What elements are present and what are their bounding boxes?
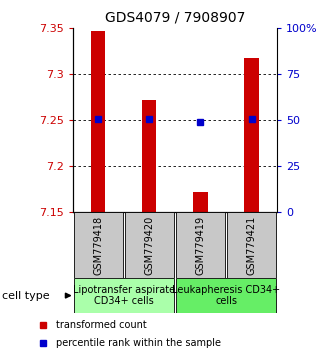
Text: percentile rank within the sample: percentile rank within the sample — [56, 338, 221, 348]
Bar — [74, 212, 123, 278]
Bar — [176, 278, 276, 313]
Text: GSM779421: GSM779421 — [247, 216, 257, 275]
Text: Lipotransfer aspirate
CD34+ cells: Lipotransfer aspirate CD34+ cells — [73, 285, 175, 307]
Text: GSM779419: GSM779419 — [195, 216, 206, 275]
Bar — [176, 212, 225, 278]
Bar — [193, 192, 208, 212]
Bar — [125, 212, 174, 278]
Text: cell type: cell type — [2, 291, 49, 301]
Text: Leukapheresis CD34+
cells: Leukapheresis CD34+ cells — [172, 285, 280, 307]
Bar — [227, 212, 276, 278]
Bar — [142, 100, 156, 212]
Bar — [74, 278, 174, 313]
Bar — [245, 58, 259, 212]
Text: GSM779418: GSM779418 — [93, 216, 103, 275]
Title: GDS4079 / 7908907: GDS4079 / 7908907 — [105, 10, 245, 24]
Text: transformed count: transformed count — [56, 320, 147, 330]
Bar — [91, 31, 105, 212]
Text: GSM779420: GSM779420 — [144, 216, 154, 275]
